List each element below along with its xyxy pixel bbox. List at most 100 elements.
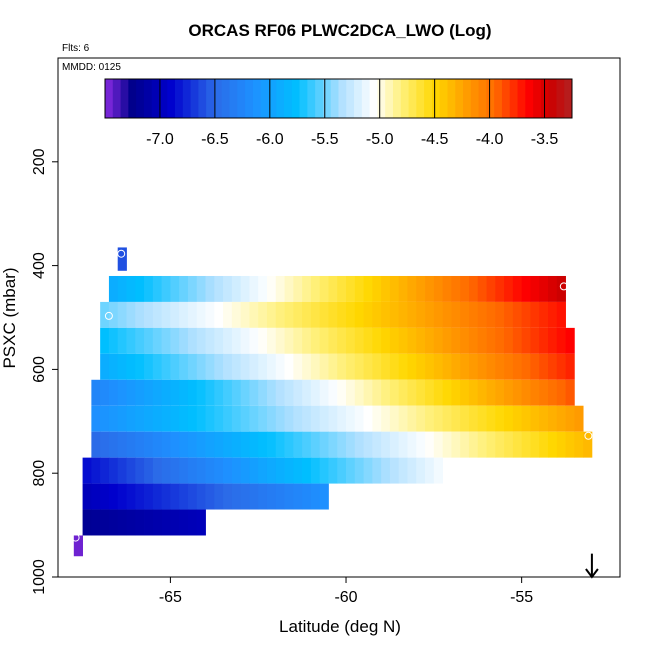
heatmap-cell [117,301,127,328]
heatmap-cell [240,327,250,354]
heatmap-cell [73,535,83,557]
colorbar-segment [175,79,184,118]
y-tick-label: 200 [31,148,48,175]
heatmap-cell [547,301,558,328]
heatmap-cell [152,457,163,484]
heatmap-cell [565,379,575,406]
colorbar-segment [159,79,168,118]
heatmap-cell [258,275,268,302]
heatmap-cell [284,405,294,432]
heatmap-cell [389,327,400,354]
heatmap-cell [530,379,540,406]
heatmap-cell [196,509,206,536]
colorbar-segment [385,79,394,118]
heatmap-cell [416,301,426,328]
colorbar-frame [104,78,573,119]
heatmap-cell [398,275,408,302]
colorbar-segment [221,79,230,118]
heatmap-cell [319,379,329,406]
heatmap-cell [354,457,364,484]
heatmap-cell [451,327,461,354]
heatmap-cell [152,327,163,354]
colorbar-tick-label: -6.0 [256,131,284,148]
heatmap-cell [108,483,119,510]
colorbar-segment [268,79,277,118]
heatmap-cell [468,301,479,328]
heatmap-cell [460,327,470,354]
heatmap-cell [556,405,566,432]
heatmap-cell [126,457,136,484]
heatmap-cell [477,275,487,302]
heatmap-cell [354,353,364,380]
heatmap-cell [258,301,268,328]
colorbar-segment [284,79,293,118]
heatmap-cell [477,353,487,380]
heatmap-cell [442,275,452,302]
heatmap-cell [486,379,496,406]
colorbar-segment [252,79,262,118]
heatmap-cell [363,379,373,406]
heatmap-cell [310,327,321,354]
heatmap-cell [284,353,294,380]
heatmap-cell [337,301,347,328]
heatmap-cell [196,483,206,510]
heatmap-cell [284,327,294,354]
heatmap-cell [416,379,426,406]
heatmap-cell [275,483,285,510]
heatmap-cell [504,379,514,406]
heatmap-cell [495,275,505,302]
heatmap-cell [196,327,206,354]
heatmap-cell [135,301,145,328]
heatmap-cell [214,457,224,484]
heatmap-cell [240,353,250,380]
heatmap-cell [284,483,294,510]
colorbar-segment [478,79,487,118]
x-tick-label: -60 [334,589,357,606]
heatmap-cell [521,405,531,432]
heatmap-cell [284,431,294,458]
heatmap-cell [249,483,259,510]
heatmap-cell [310,379,321,406]
heatmap-cell [161,483,171,510]
colorbar-ticks: -7.0 -6.5 -6.0 -5.5 -5.0 -4.5 -4.0 -3.5 [146,79,558,148]
heatmap-cell [337,379,347,406]
heatmap-cell [170,353,180,380]
heatmap-cell [161,327,171,354]
heatmap-cell [205,405,215,432]
heatmap-cell [170,379,180,406]
heatmap-cell [460,431,470,458]
heatmap-cell [319,457,329,484]
heatmap-cell [310,275,321,302]
heatmap-cell [372,405,382,432]
heatmap-cell [460,379,470,406]
heatmap-cell [556,431,566,458]
heatmap-cell [442,379,452,406]
heatmap-cell [179,353,189,380]
colorbar-segment [105,79,114,118]
heatmap-cell [556,327,566,354]
heatmap-cell [583,431,593,458]
heatmap-cell [179,405,189,432]
heatmap-cell [521,353,531,380]
heatmap-cell [468,275,479,302]
heatmap-cell [398,327,408,354]
heatmap-cell [126,431,136,458]
colorbar-segment [330,79,339,118]
heatmap-cell [416,457,426,484]
y-tick-label: 1000 [31,559,48,595]
heatmap-cell [547,405,558,432]
heatmap-cell [302,431,312,458]
heatmap-cell [468,405,479,432]
heatmap-cell [346,301,356,328]
colorbar-segment [276,79,285,118]
heatmap-cell [433,379,444,406]
chart-title: ORCAS RF06 PLWC2DCA_LWO (Log) [188,21,491,40]
heatmap-cell [539,379,549,406]
heatmap-cell [556,301,566,328]
flights-annotation: Flts: 6 [62,43,90,54]
heatmap-cell [319,275,329,302]
heatmap-cell [310,457,321,484]
heatmap-cell [460,301,470,328]
heatmap-cell [231,431,242,458]
colorbar-segment [556,79,565,118]
